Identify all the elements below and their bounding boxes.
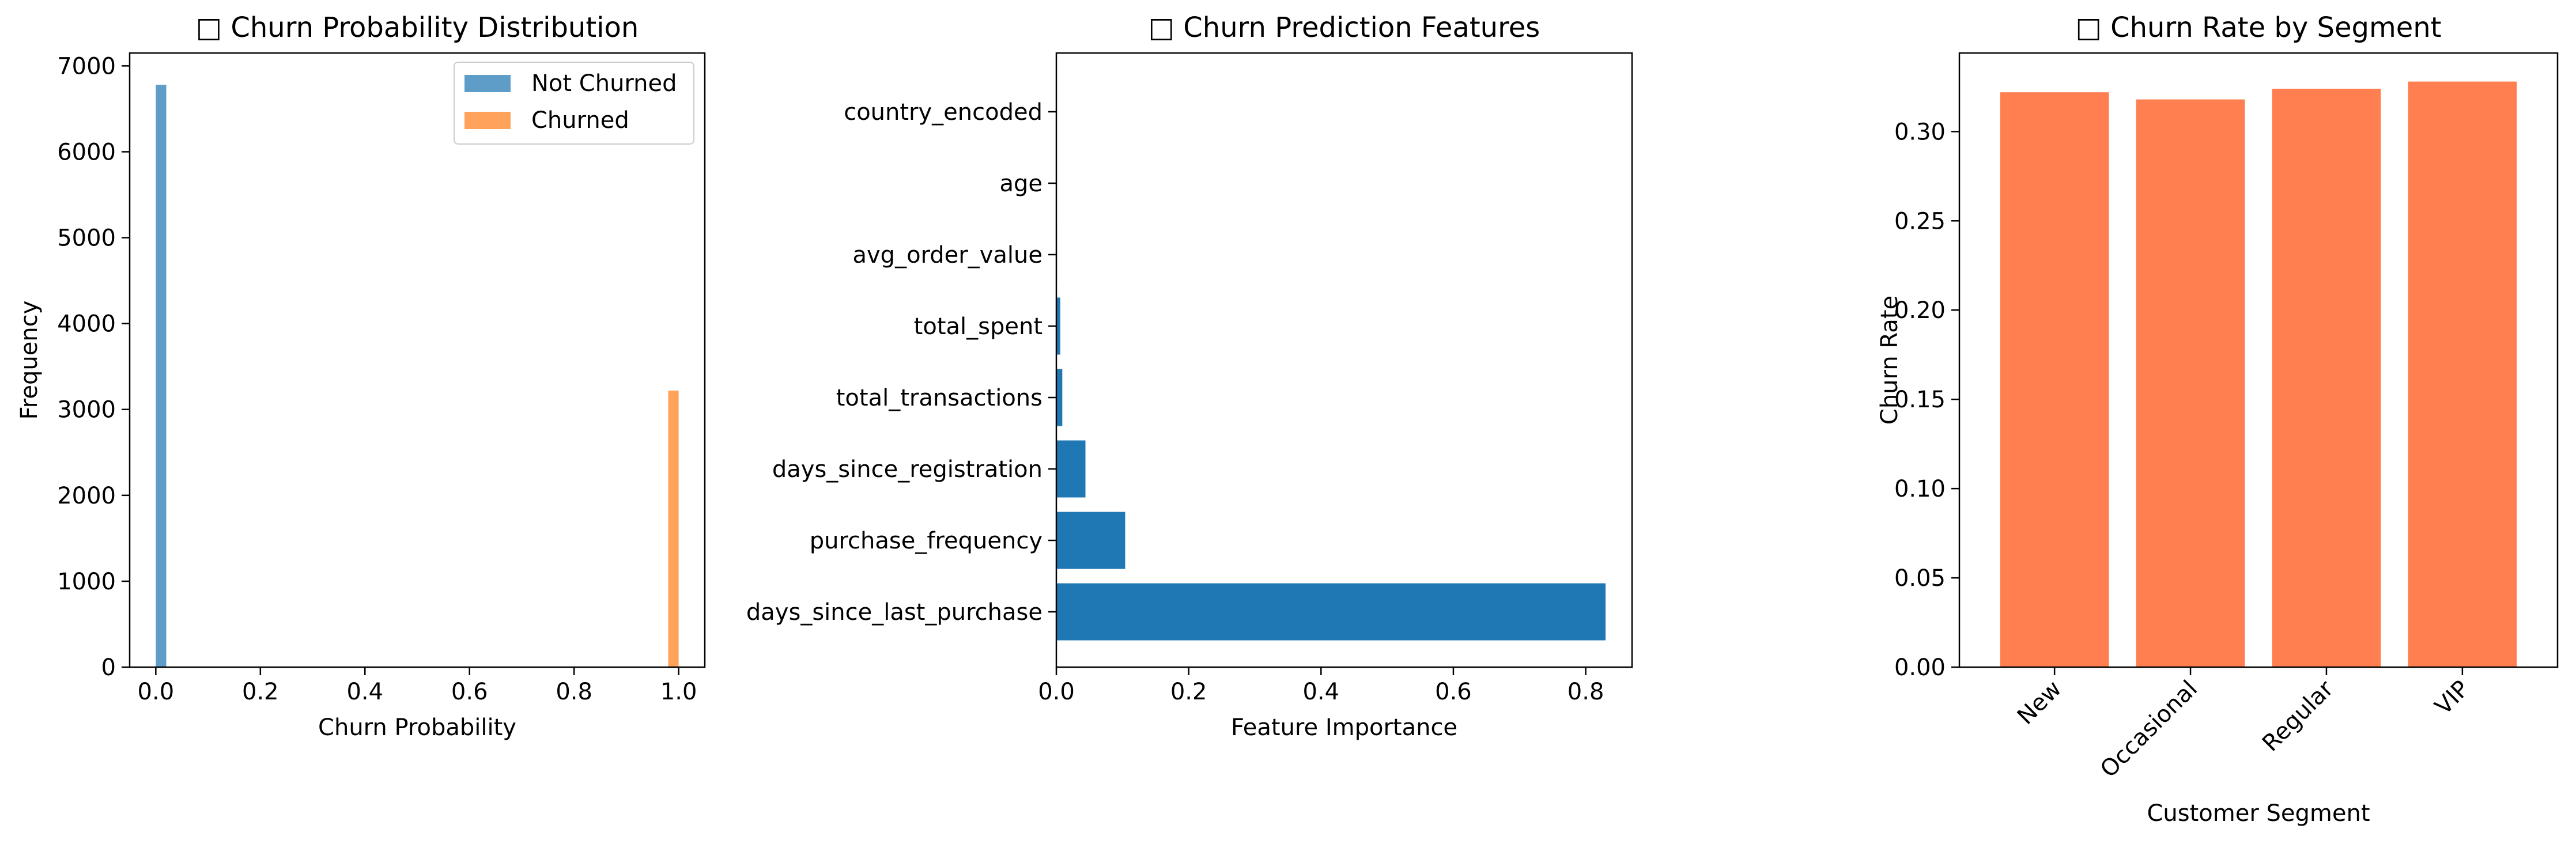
x-tick-label: 0.8: [1567, 679, 1604, 705]
hist-bar-churned: [668, 390, 679, 667]
segment-bar: [2272, 88, 2381, 667]
segment-bar: [2408, 81, 2517, 667]
feature-label: avg_order_value: [853, 242, 1043, 268]
chart-feature-importance: days_since_last_purchase purchase_frequen…: [746, 12, 1633, 741]
y-tick-label: 2000: [57, 483, 116, 509]
y-axis-label: Churn Rate: [1876, 296, 1903, 425]
x-tick-label: Regular: [2257, 675, 2339, 756]
legend-swatch: [464, 112, 511, 129]
segment-bar: [2136, 99, 2245, 667]
x-tick-label: 0.4: [1302, 679, 1339, 705]
feature-label: total_spent: [914, 313, 1043, 340]
x-tick-label: 1.0: [660, 679, 697, 705]
y-tick-label: 0.05: [1894, 565, 1946, 592]
feature-bar: [1056, 440, 1086, 498]
x-tick-label: 0.4: [346, 679, 383, 705]
chart-title: □ Churn Rate by Segment: [2076, 12, 2442, 44]
feature-label: age: [999, 171, 1043, 197]
y-tick-label: 7000: [57, 53, 116, 80]
x-axis-label: Churn Probability: [318, 714, 516, 741]
y-tick-label: 3000: [57, 397, 116, 423]
legend-label: Churned: [531, 107, 629, 134]
x-tick-label: New: [2012, 676, 2067, 730]
y-tick-label: 0.25: [1894, 208, 1946, 234]
y-tick-label: 1000: [57, 569, 116, 595]
x-tick-label: VIP: [2430, 676, 2475, 720]
y-tick-label: 5000: [57, 225, 116, 252]
chart-title: □ Churn Probability Distribution: [196, 12, 639, 44]
y-tick-label: 0.15: [1894, 387, 1946, 413]
y-tick-label: 0: [101, 654, 116, 681]
x-tick-label: 0.0: [1038, 679, 1075, 705]
legend: Not Churned Churned: [454, 62, 694, 145]
x-tick-label: 0.6: [451, 679, 488, 705]
x-tick-label: 0.6: [1435, 679, 1472, 705]
plot-frame: [1055, 52, 1633, 668]
y-tick-label: 0.00: [1894, 654, 1946, 681]
x-tick-label: 0.8: [556, 679, 592, 705]
y-tick-label: 6000: [57, 139, 116, 165]
plot-frame: [129, 52, 706, 668]
feature-bar: [1056, 583, 1606, 641]
feature-bar: [1056, 369, 1063, 426]
hist-bar-not-churned: [156, 85, 167, 667]
feature-bar: [1056, 512, 1125, 569]
feature-label: days_since_last_purchase: [746, 599, 1043, 626]
y-tick-label: 0.10: [1894, 476, 1946, 502]
y-axis-label: Frequency: [16, 301, 43, 420]
chart-title: □ Churn Prediction Features: [1149, 12, 1540, 44]
x-axis-label: Feature Importance: [1231, 714, 1457, 741]
feature-label: days_since_registration: [772, 456, 1043, 483]
legend-label: Not Churned: [531, 70, 677, 97]
y-tick-label: 4000: [57, 311, 116, 338]
x-axis-label: Customer Segment: [2147, 800, 2370, 827]
feature-bar: [1056, 297, 1060, 355]
chart-churn-rate-by-segment: New Occasional Regular VIP 0.00 0.05 0.10 0.15 0…: [1876, 12, 2559, 827]
plot-frame: [1958, 52, 2559, 668]
feature-label: total_transactions: [836, 385, 1043, 411]
feature-label: purchase_frequency: [810, 528, 1043, 554]
legend-swatch: [464, 75, 511, 92]
x-tick-label: 0.0: [138, 679, 175, 705]
feature-label: country_encoded: [844, 99, 1043, 126]
y-tick-label: 0.30: [1894, 119, 1946, 145]
legend-box: [454, 62, 694, 145]
y-tick-label: 0.20: [1894, 297, 1946, 324]
x-tick-label: Occasional: [2095, 676, 2203, 783]
segment-bar: [2000, 92, 2109, 667]
x-tick-label: 0.2: [242, 679, 279, 705]
x-tick-label: 0.2: [1170, 679, 1207, 705]
chart-churn-probability: 0.0 0.2 0.4 0.6 0.8 1.0 0 1000 2000 3000 4000 5000 6…: [16, 12, 706, 741]
